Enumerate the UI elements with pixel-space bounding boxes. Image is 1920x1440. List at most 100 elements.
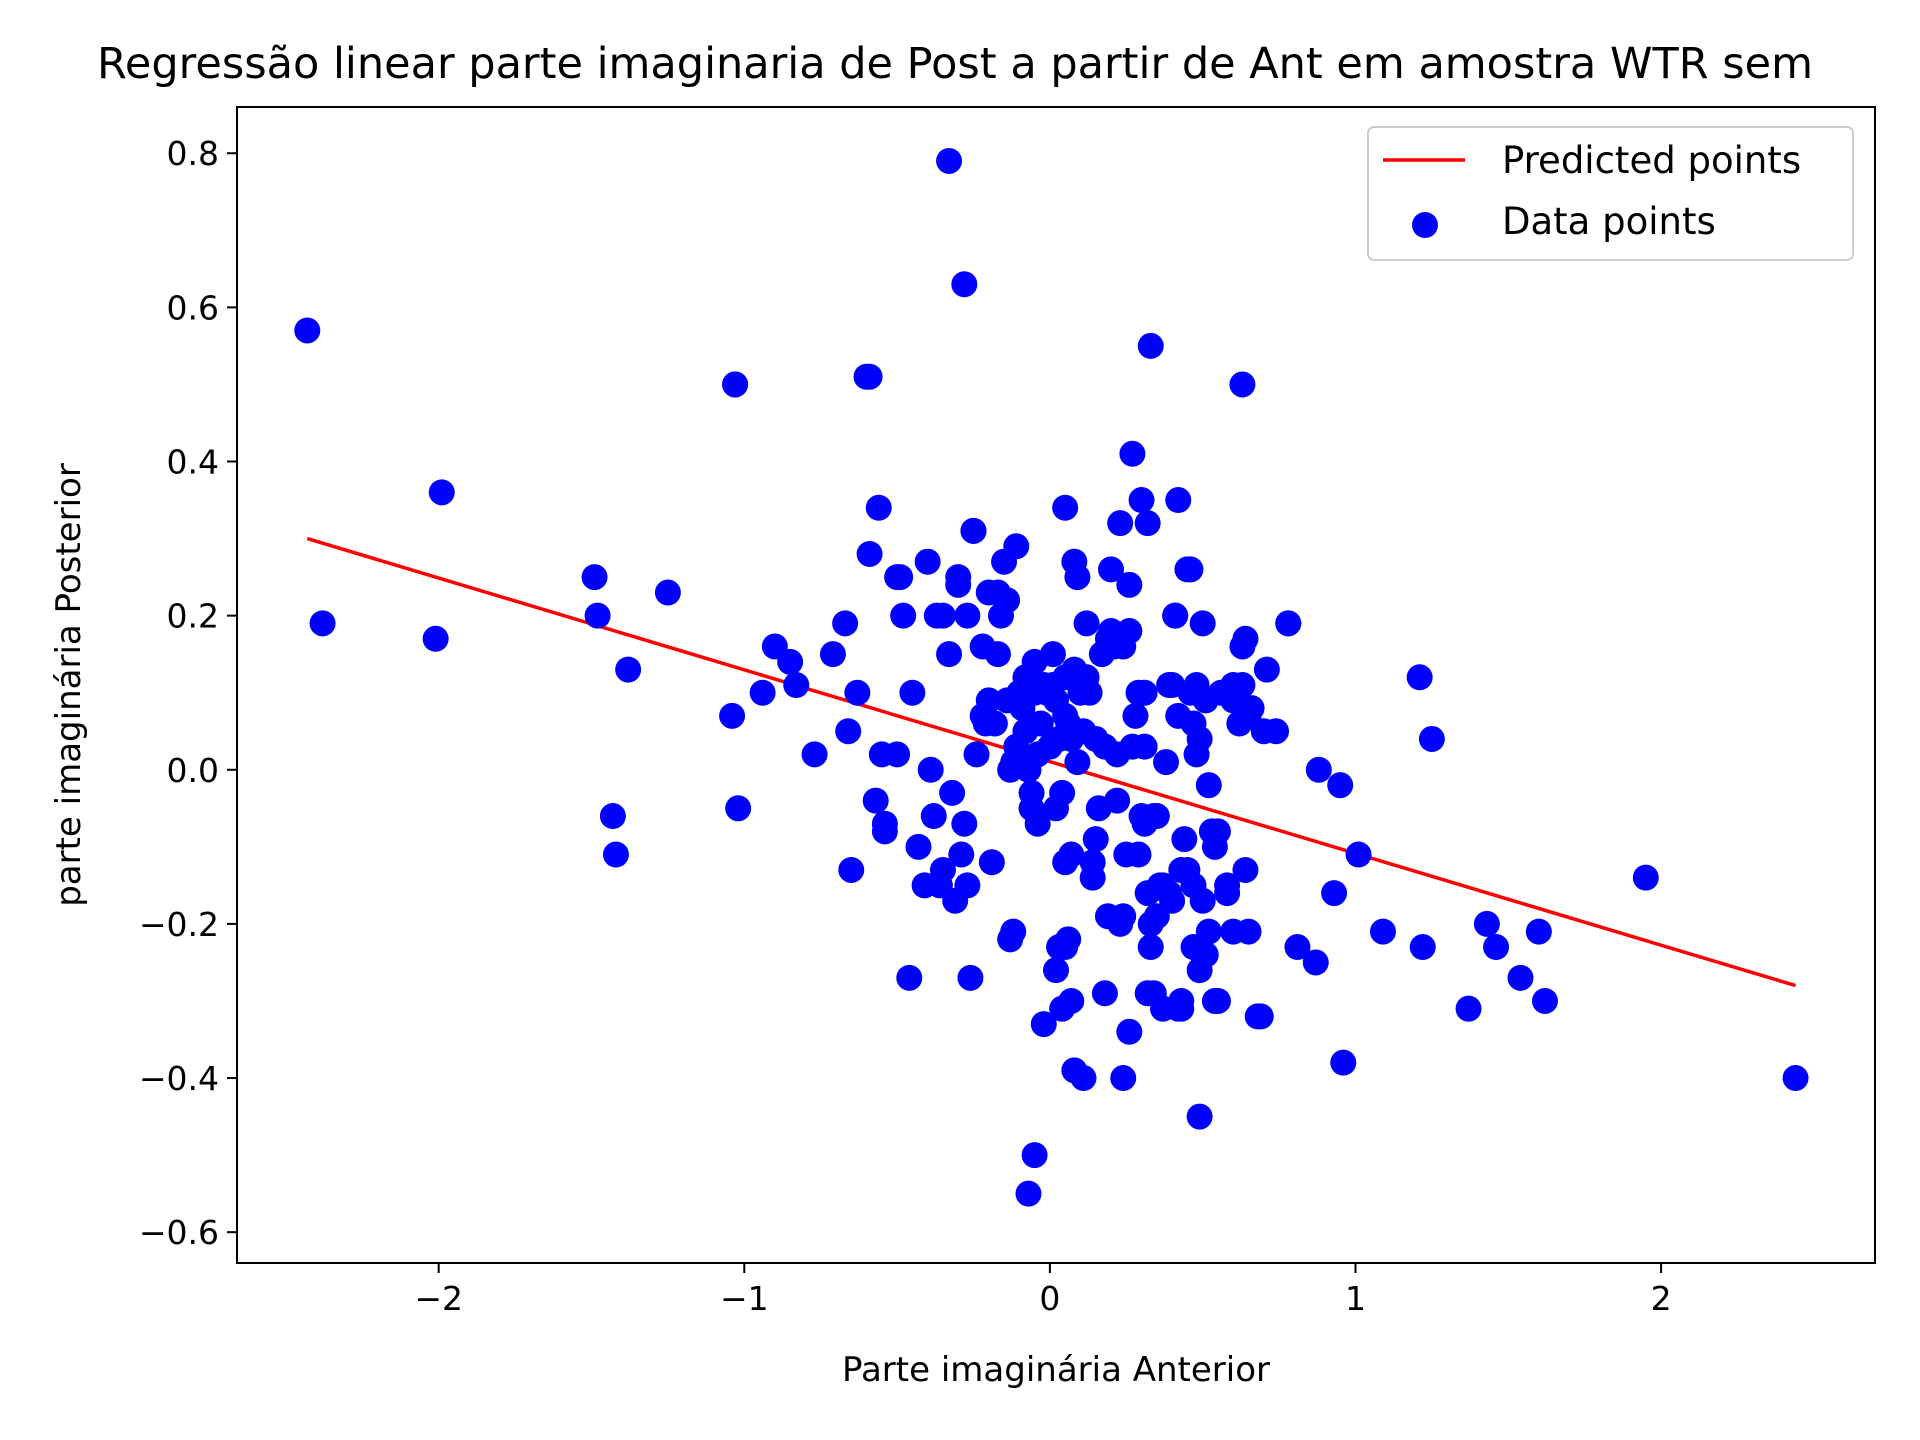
- data-point: [615, 656, 642, 683]
- data-point: [951, 271, 978, 298]
- data-point: [1369, 918, 1396, 945]
- data-point: [1098, 556, 1125, 583]
- data-point: [309, 610, 336, 637]
- data-point: [722, 371, 749, 398]
- data-point: [975, 579, 1002, 606]
- data-point: [1052, 702, 1079, 729]
- data-point: [1046, 934, 1073, 961]
- data-point: [1165, 487, 1192, 514]
- data-point: [1302, 949, 1329, 976]
- data-point: [1229, 371, 1256, 398]
- data-point: [1064, 564, 1091, 591]
- data-point: [1189, 610, 1216, 637]
- data-point: [890, 602, 917, 629]
- data-point: [1015, 1180, 1042, 1207]
- data-point: [654, 579, 681, 606]
- regression-line: [306, 536, 1797, 988]
- data-point: [1174, 856, 1201, 883]
- data-point: [899, 679, 926, 706]
- data-point: [984, 641, 1011, 668]
- data-point: [599, 803, 626, 830]
- x-tick-label: −1: [720, 1279, 769, 1318]
- data-point: [1043, 795, 1069, 822]
- data-point: [1149, 872, 1176, 899]
- data-point: [1171, 826, 1198, 853]
- y-tick-label: −0.4: [139, 1059, 219, 1098]
- legend-label-data: Data points: [1502, 200, 1716, 243]
- data-point: [1116, 618, 1143, 645]
- data-point: [936, 641, 963, 668]
- data-point: [862, 787, 889, 814]
- y-tick-label: 0.4: [167, 443, 219, 482]
- y-tick-label: 0.6: [167, 288, 219, 327]
- data-point: [929, 856, 956, 883]
- data-point: [1107, 510, 1134, 537]
- data-point: [1177, 556, 1204, 583]
- data-point: [1632, 864, 1659, 891]
- x-axis-title: Parte imaginária Anterior: [842, 1350, 1270, 1390]
- data-point: [957, 964, 984, 991]
- data-point: [1327, 772, 1354, 799]
- data-point: [1079, 864, 1106, 891]
- x-axis: −2 −1 0 1 2: [414, 1263, 1672, 1318]
- legend-label-predicted: Predicted points: [1502, 139, 1801, 182]
- data-point: [581, 564, 608, 591]
- data-point: [1782, 1065, 1809, 1092]
- data-point: [1073, 664, 1100, 691]
- data-point: [1131, 679, 1158, 706]
- plot-area: [294, 147, 1809, 1207]
- data-point: [1275, 610, 1302, 637]
- data-point: [602, 841, 629, 868]
- data-point: [819, 641, 846, 668]
- data-point: [1204, 987, 1231, 1014]
- data-point: [960, 517, 987, 544]
- data-point: [584, 602, 611, 629]
- data-point: [1082, 826, 1109, 853]
- data-point: [1119, 440, 1146, 467]
- data-point: [1024, 810, 1051, 837]
- data-point: [1195, 772, 1222, 799]
- data-point: [1153, 749, 1180, 776]
- data-point: [1214, 880, 1241, 907]
- data-point: [1305, 756, 1332, 783]
- data-point: [1058, 987, 1085, 1014]
- data-point: [936, 147, 963, 174]
- data-point: [1134, 510, 1161, 537]
- data-point: [1021, 1142, 1048, 1169]
- data-point: [1116, 571, 1143, 598]
- y-tick-label: 0.0: [167, 751, 219, 790]
- data-point: [969, 702, 996, 729]
- x-tick-label: 2: [1651, 1279, 1672, 1318]
- data-point: [978, 849, 1005, 876]
- data-point: [838, 856, 865, 883]
- data-point: [1201, 833, 1228, 860]
- data-point: [428, 479, 455, 506]
- data-point: [856, 540, 883, 567]
- data-point: [835, 718, 862, 745]
- data-point: [1483, 934, 1510, 961]
- data-point: [1058, 841, 1085, 868]
- data-point: [1186, 725, 1213, 752]
- data-point: [1186, 1103, 1213, 1130]
- data-point: [914, 548, 941, 575]
- y-tick-label: −0.6: [139, 1213, 219, 1252]
- x-tick-label: 0: [1039, 1279, 1060, 1318]
- data-point: [948, 841, 975, 868]
- data-point: [1137, 332, 1164, 359]
- data-point: [1345, 841, 1372, 868]
- data-point: [1189, 887, 1216, 914]
- data-point: [945, 571, 972, 598]
- data-point: [1473, 910, 1500, 937]
- data-point: [294, 317, 321, 344]
- data-point: [1235, 918, 1262, 945]
- data-point: [1052, 494, 1079, 521]
- data-point: [1168, 995, 1195, 1022]
- data-point: [1000, 918, 1027, 945]
- data-point: [783, 672, 810, 698]
- y-axis: −0.6 −0.4 −0.2 0.0 0.2 0.4 0.6 0.8: [139, 134, 237, 1252]
- data-point: [1263, 718, 1290, 745]
- data-point: [1091, 980, 1118, 1007]
- data-point: [749, 679, 776, 706]
- data-point: [884, 741, 911, 768]
